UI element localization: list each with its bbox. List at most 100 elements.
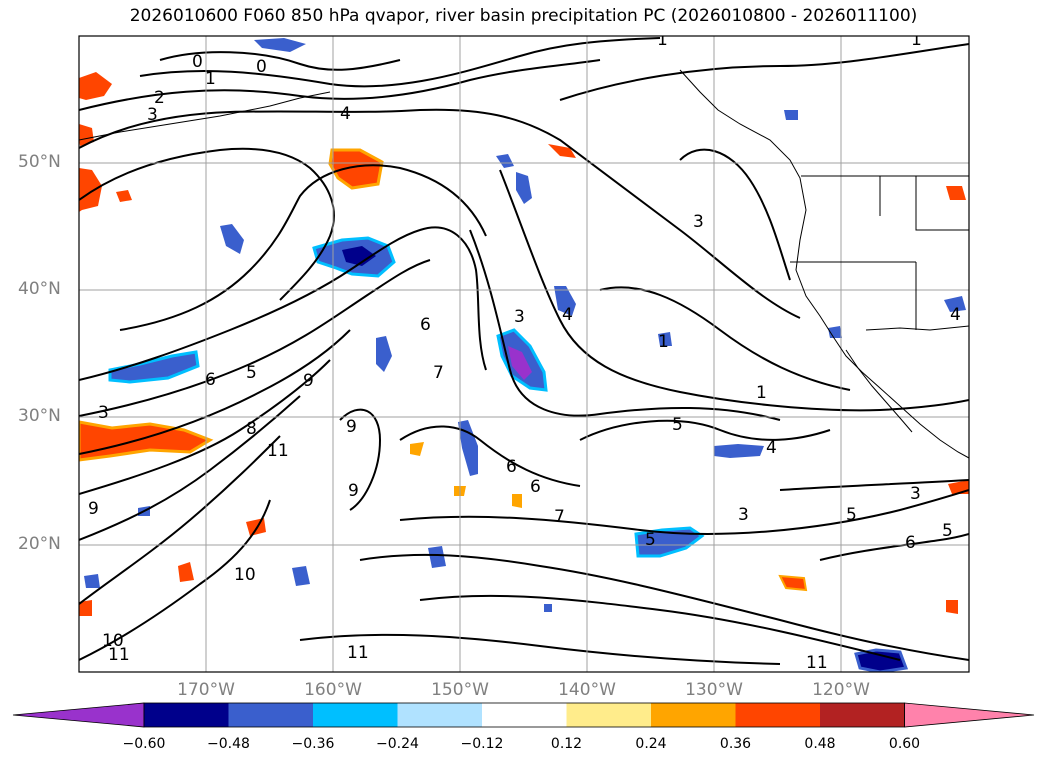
contour-label: 4: [340, 104, 351, 124]
shade-negative: [784, 110, 798, 120]
shade-positive: [79, 124, 94, 146]
contour-label: 1: [911, 30, 922, 50]
colorbar-segment: [820, 703, 905, 727]
contour-line: [399, 425, 581, 487]
lat-label-30n: 30°N: [18, 406, 61, 426]
shade-negative: [544, 604, 552, 612]
colorbar-segment: [228, 703, 313, 727]
colorbar-segment: [566, 703, 651, 727]
contour-label: 1: [205, 69, 216, 89]
contour-line: [339, 408, 382, 511]
graticule: [79, 36, 969, 672]
contour-label: 5: [246, 363, 257, 383]
contour-label: 5: [672, 415, 683, 435]
contour-label: 3: [514, 307, 525, 327]
north-america-coast: [679, 69, 969, 459]
shade-positive: [946, 186, 966, 200]
contour-line: [79, 499, 271, 661]
shade-negative: [220, 224, 244, 254]
shade-positive: [328, 148, 384, 190]
qvapor-contours: [79, 37, 969, 665]
contour-line: [159, 51, 401, 71]
shade-negative: [944, 296, 966, 312]
shade-positive: [79, 600, 92, 616]
shade-negative: [658, 332, 672, 346]
us-mexico-border: [865, 325, 969, 331]
colorbar-tick: 0.48: [804, 736, 836, 752]
contour-line: [499, 169, 969, 412]
contour-line: [359, 553, 969, 661]
shade-negative: [342, 246, 376, 266]
contour-label: 10: [102, 631, 124, 651]
contour-label: 6: [905, 533, 916, 553]
colorbar-tick: −0.48: [207, 736, 250, 752]
shade-negative: [496, 154, 514, 168]
contour-label: 11: [267, 441, 289, 461]
colorbar-extend-high: [904, 702, 1035, 728]
shade-negative: [516, 172, 532, 204]
contour-line: [79, 108, 801, 319]
colorbar-tick: −0.12: [460, 736, 504, 752]
shade-negative: [84, 574, 100, 588]
contour-label: 1: [657, 30, 668, 50]
contour-label: 5: [942, 521, 953, 541]
shade-positive: [946, 600, 958, 614]
colorbar: [12, 702, 1035, 728]
contour-label: 5: [846, 505, 857, 525]
precip-shading: [79, 38, 969, 672]
contour-label: 0: [256, 57, 267, 77]
contour-line: [399, 489, 969, 535]
contour-label-group: 0 0 1 1 2 3 4 1 3 1 1 3 3 4 6 7 6 5 5 6 …: [88, 30, 961, 672]
contour-line: [79, 435, 281, 605]
state-border: [915, 176, 969, 231]
contour-line: [79, 329, 351, 455]
contour-label: 9: [88, 499, 99, 519]
contour-label: 4: [950, 305, 961, 325]
colorbar-tick: 0.60: [888, 736, 921, 752]
contour-label: 8: [246, 419, 257, 439]
colorbar-tick: 0.12: [550, 736, 583, 752]
contour-label: 9: [303, 371, 314, 391]
contour-label: 2: [154, 88, 165, 108]
lat-label-20n: 20°N: [18, 534, 61, 554]
lon-label-150w: 150°W: [431, 680, 489, 700]
colorbar-segment: [735, 703, 820, 727]
shade-positive: [512, 494, 522, 508]
contour-label: 9: [348, 481, 359, 501]
coastlines: [79, 69, 969, 459]
contour-label: 4: [766, 438, 777, 458]
contour-line: [119, 164, 487, 331]
contour-label: 9: [346, 417, 357, 437]
contour-line: [469, 229, 781, 421]
colorbar-segment: [144, 703, 229, 727]
contour-line: [79, 395, 301, 541]
shade-negative: [854, 648, 909, 672]
colorbar-segment: [482, 703, 567, 727]
shade-negative: [428, 546, 446, 568]
alaska-coast: [79, 91, 331, 141]
contour-line: [559, 43, 969, 101]
colorbar-segment: [651, 703, 736, 727]
lon-label-120w: 120°W: [812, 680, 870, 700]
contour-line: [579, 419, 831, 441]
contour-label: 3: [98, 403, 109, 423]
shade-negative: [376, 336, 392, 372]
shade-negative: [508, 346, 532, 380]
contour-line: [79, 259, 431, 417]
lon-label-170w: 170°W: [177, 680, 235, 700]
lat-label-50n: 50°N: [18, 152, 61, 172]
contour-line: [419, 594, 901, 661]
contour-line: [79, 59, 601, 111]
colorbar-segment: [313, 703, 398, 727]
colorbar-tick: 0.36: [719, 736, 752, 752]
shade-positive: [778, 574, 808, 592]
contour-label: 6: [506, 457, 517, 477]
contour-label: 3: [910, 484, 921, 504]
colorbar-tick: −0.60: [122, 736, 166, 752]
contour-line: [79, 359, 331, 495]
contour-label: 3: [147, 105, 158, 125]
contour-line: [299, 633, 781, 665]
contour-label: 7: [554, 507, 565, 527]
colorbar-frame: [143, 702, 905, 728]
